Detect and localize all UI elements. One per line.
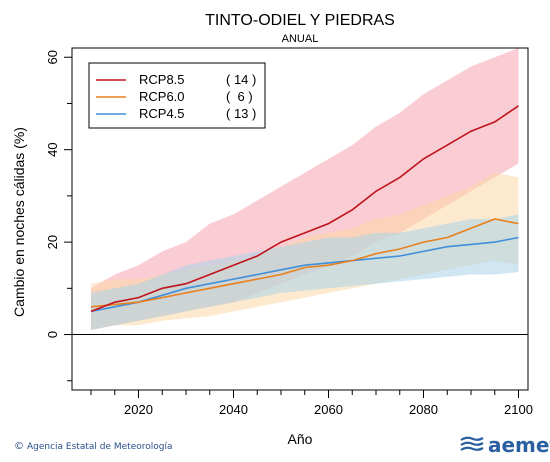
- chart-title: TINTO-ODIEL Y PIEDRAS: [205, 12, 395, 29]
- legend-entry-rcp60: RCP6.0 ( 6 ): [96, 89, 253, 104]
- legend-entry-rcp45: RCP4.5 ( 13 ): [96, 106, 256, 121]
- legend-count-rcp60: ( 6 ): [226, 89, 253, 104]
- y-axis-label: Cambio en noches cálidas (%): [11, 127, 27, 317]
- legend-count-rcp85: ( 14 ): [226, 72, 256, 87]
- series-lines: [90, 105, 519, 313]
- chart-subtitle: ANUAL: [282, 33, 319, 45]
- y-tick-label: 20: [45, 235, 60, 249]
- band-rcp85: [91, 48, 519, 330]
- agency-name: Agencia Estatal de Meteorología: [27, 442, 173, 452]
- x-tick-label: 2100: [504, 402, 533, 417]
- aemet-logo-icon: [460, 436, 484, 451]
- line-rcp85: [90, 105, 519, 313]
- legend-label-rcp60: RCP6.0: [139, 89, 185, 104]
- legend: RCP8.5 ( 14 ) RCP6.0 ( 6 ) RCP4.5 ( 13 ): [88, 62, 266, 129]
- y-tick-label: 40: [45, 142, 60, 156]
- aemet-logo-text: aemet: [488, 433, 550, 457]
- line-rcp60: [90, 218, 519, 308]
- legend-box: [88, 62, 266, 129]
- y-tick-label: 60: [45, 50, 60, 64]
- x-tick-label: 2040: [219, 402, 248, 417]
- legend-label-rcp45: RCP4.5: [139, 106, 185, 121]
- copyright-symbol: ©: [14, 441, 24, 452]
- x-tick-label: 2020: [124, 402, 153, 417]
- plot-frame: [71, 47, 529, 391]
- x-tick-label: 2080: [409, 402, 438, 417]
- aemet-logo: aemet: [459, 433, 550, 457]
- band-rcp45: [91, 214, 519, 330]
- x-axis-label: Año: [288, 431, 313, 447]
- x-tick-label: 2060: [314, 402, 343, 417]
- line-rcp45: [90, 236, 519, 313]
- legend-count-rcp45: ( 13 ): [226, 106, 256, 121]
- legend-entry-rcp85: RCP8.5 ( 14 ): [96, 72, 256, 87]
- legend-label-rcp85: RCP8.5: [139, 72, 185, 87]
- y-tick-label: 0: [45, 331, 60, 338]
- agency-credit: © Agencia Estatal de Meteorología: [14, 441, 173, 452]
